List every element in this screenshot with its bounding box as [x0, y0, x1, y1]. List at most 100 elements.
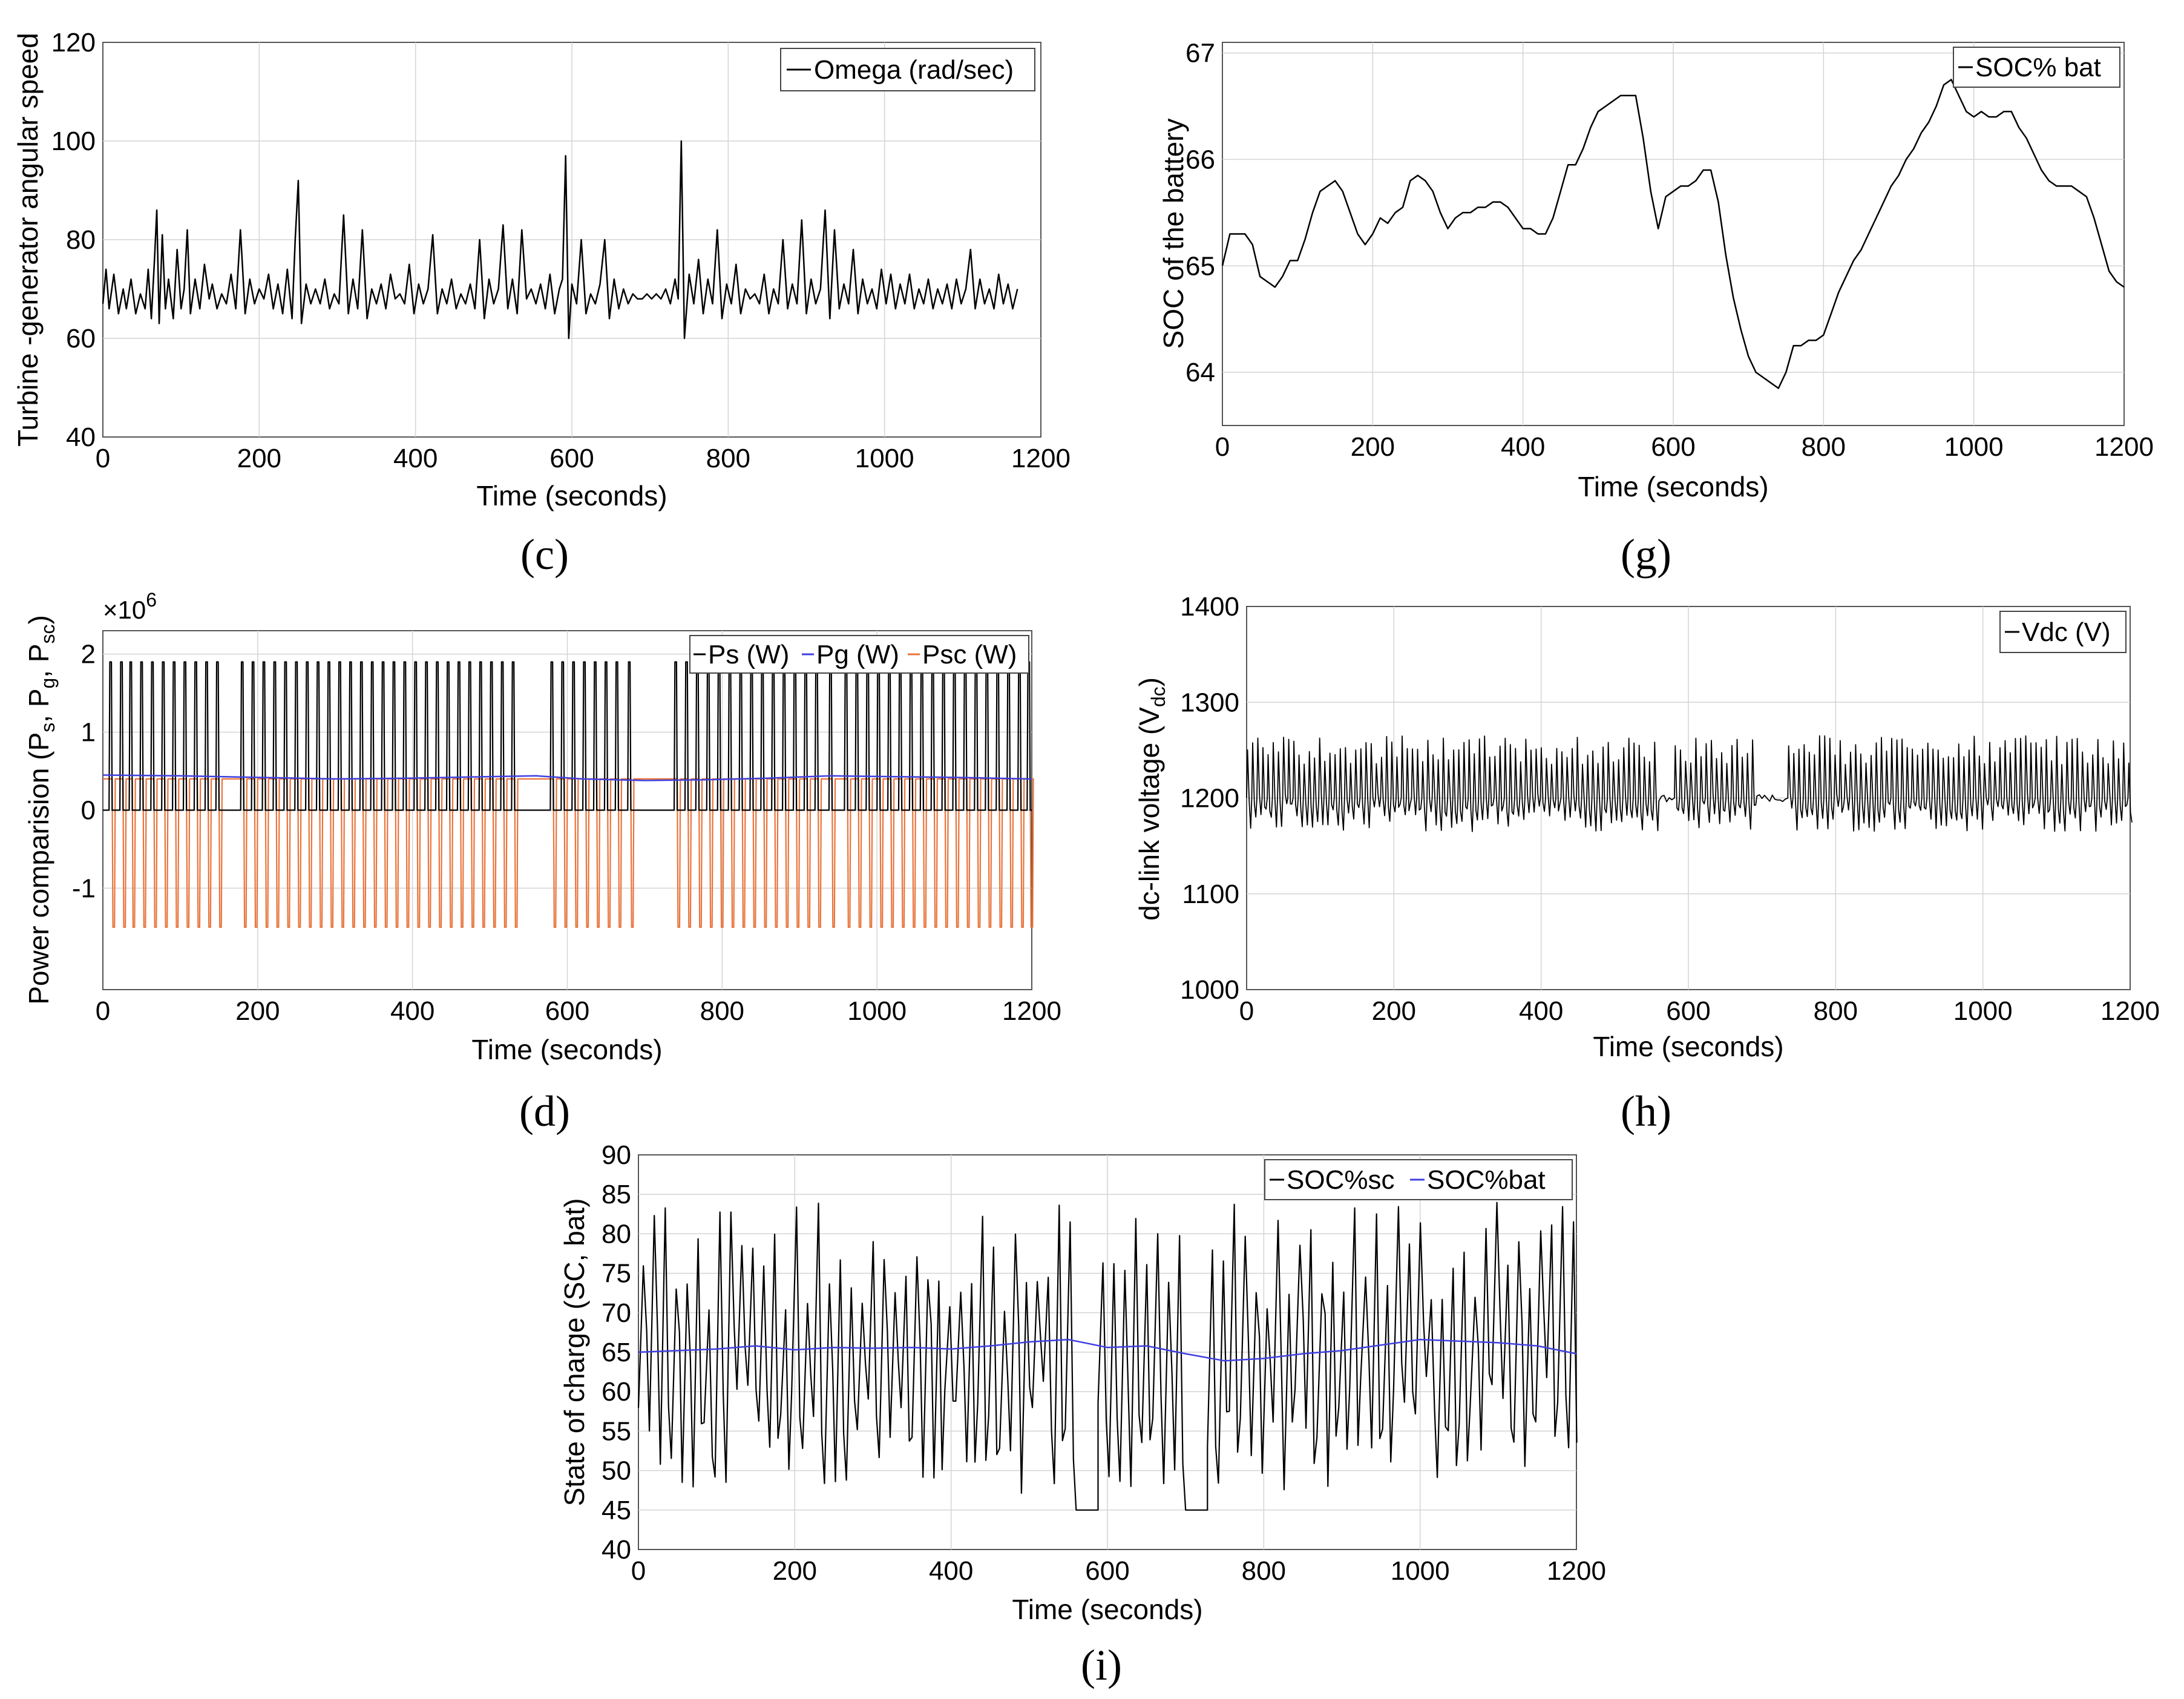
x-tick-label: 400	[393, 444, 438, 473]
y-tick-label: 80	[602, 1219, 631, 1249]
y-label-part-1: Power comparision (P	[23, 732, 54, 1005]
y-tick-label: 40	[602, 1535, 631, 1565]
x-tick-label: 200	[1351, 432, 1395, 462]
y-tick-label: 70	[602, 1298, 631, 1328]
y-label-part-1: dc-link voltage (V	[1133, 707, 1165, 921]
x-tick-label: 800	[706, 444, 750, 473]
x-tick-label: 0	[1239, 996, 1254, 1026]
x-tick-label: 200	[235, 996, 280, 1026]
series-lines	[1246, 735, 2133, 832]
y-tick-label: 100	[51, 127, 96, 156]
x-tick-label: 600	[1666, 996, 1710, 1026]
panel-label-i: (i)	[1081, 1641, 1122, 1689]
panel-label-h: (h)	[1621, 1087, 1671, 1135]
y-tick-label: 2	[81, 640, 96, 669]
y-tick-label: 65	[1185, 251, 1215, 281]
legend-entry-pg: Pg (W)	[816, 640, 899, 669]
tick-labels: 0 200 400 600 800 1000 1200 -1 0 1 2	[72, 640, 1061, 1026]
y-tick-label: 1000	[1180, 975, 1239, 1005]
panel-g-battery-soc-chart: 0 200 400 600 800 1000 1200 64 65 66 67 Time (seco…	[1158, 39, 2154, 579]
y-axis-exponent: ×106	[103, 589, 157, 624]
x-tick-label: 1000	[1391, 1556, 1450, 1586]
legend-box	[689, 635, 1029, 674]
series-line-omega	[102, 140, 1018, 340]
x-tick-label: 800	[1802, 432, 1846, 462]
x-tick-label: 400	[1501, 432, 1545, 462]
exponent-power: 6	[146, 589, 157, 611]
grid	[1247, 606, 2130, 990]
y-label-sub-g: g	[37, 678, 59, 689]
x-tick-label: 1000	[1953, 996, 2013, 1026]
panel-i-state-of-charge-chart: 0 200 400 600 800 1000 1200 40 45 50 55 60 65 70 75 80 8…	[559, 1140, 1606, 1689]
series-line-vdc	[1246, 735, 2133, 832]
series-line-ps	[103, 661, 1032, 811]
y-label-sub-s: s	[37, 723, 59, 732]
legend: Ps (W) Pg (W) Psc (W)	[689, 635, 1029, 674]
series-line-psc	[103, 778, 1034, 928]
y-tick-label: 90	[602, 1140, 631, 1170]
x-axis-label: Time (seconds)	[1578, 471, 1768, 502]
series-line-soc-sc	[637, 1201, 1578, 1511]
x-tick-label: 1200	[2100, 996, 2160, 1026]
x-tick-label: 800	[1814, 996, 1858, 1026]
x-tick-label: 800	[700, 996, 744, 1026]
legend: SOC%sc SOC%bat	[1264, 1159, 1573, 1200]
y-tick-label: 45	[602, 1496, 631, 1525]
y-label-sub-sc: sc	[37, 625, 59, 644]
y-axis-label: Power comparision (Ps, Pg, Psc)	[23, 615, 59, 1005]
y-tick-label: 64	[1185, 358, 1215, 387]
panel-c-omega-chart: 0 200 400 600 800 1000 1200 40 60 80 100 120 Time (…	[12, 28, 1071, 579]
x-tick-label: 1200	[1011, 444, 1071, 473]
x-axis-label: Time (seconds)	[1593, 1031, 1783, 1062]
legend-box	[1953, 47, 2120, 88]
y-tick-label: 65	[602, 1338, 631, 1367]
y-axis-label: dc-link voltage (Vdc)	[1133, 677, 1169, 921]
legend-entry-ps: Ps (W)	[708, 640, 789, 669]
x-tick-label: 400	[390, 996, 435, 1026]
y-tick-label: 1400	[1180, 592, 1239, 622]
y-tick-label: 1200	[1180, 784, 1239, 813]
y-tick-label: 40	[66, 422, 96, 452]
y-tick-label: 80	[66, 225, 96, 255]
panel-label-d: (d)	[519, 1087, 570, 1135]
x-tick-label: 800	[1242, 1556, 1286, 1586]
x-tick-label: 400	[1519, 996, 1563, 1026]
x-tick-label: 1200	[2094, 432, 2154, 462]
legend-entry-soc-bat: SOC%bat	[1427, 1165, 1546, 1195]
x-tick-label: 600	[1651, 432, 1695, 462]
y-label-part-2: , P	[23, 689, 54, 723]
legend-entry-vdc: Vdc (V)	[2022, 617, 2111, 647]
y-axis-label: SOC of the battery	[1158, 119, 1189, 349]
series-lines	[102, 140, 1018, 340]
tick-labels: 0 200 400 600 800 1000 1200 64 65 66 67	[1185, 39, 2154, 462]
x-axis-label: Time (seconds)	[471, 1034, 662, 1065]
y-tick-label: 85	[602, 1180, 631, 1209]
y-label-part-2: )	[1133, 677, 1165, 686]
y-tick-label: 50	[602, 1456, 631, 1486]
x-tick-label: 600	[549, 444, 594, 473]
x-tick-label: 1000	[847, 996, 907, 1026]
y-tick-label: 1300	[1180, 688, 1239, 717]
x-tick-label: 200	[1372, 996, 1416, 1026]
panel-label-c: (c)	[520, 530, 569, 579]
x-tick-label: 0	[1215, 432, 1230, 462]
y-tick-label: -1	[72, 873, 96, 903]
x-tick-label: 200	[237, 444, 281, 473]
y-tick-label: 120	[51, 28, 96, 58]
legend-entry-omega: Omega (rad/sec)	[814, 55, 1014, 85]
legend: Vdc (V)	[1999, 611, 2127, 653]
legend-box	[780, 48, 1035, 91]
legend-box	[1999, 611, 2127, 653]
series-line-pg	[102, 774, 1032, 781]
tick-labels: 0 200 400 600 800 1000 1200 40 60 80 100 120	[51, 28, 1071, 473]
y-tick-label: 1	[81, 718, 96, 748]
x-axis-label: Time (seconds)	[1012, 1594, 1202, 1625]
x-axis-label: Time (seconds)	[476, 480, 667, 511]
x-tick-label: 1200	[1002, 996, 1061, 1026]
x-tick-label: 0	[96, 444, 110, 473]
exponent-base: ×10	[103, 596, 146, 624]
panel-h-dc-link-voltage-chart: 0 200 400 600 800 1000 1200 1000 1100 1200 1300 140…	[1133, 592, 2160, 1135]
legend: Omega (rad/sec)	[780, 48, 1035, 91]
series-lines	[102, 661, 1034, 928]
